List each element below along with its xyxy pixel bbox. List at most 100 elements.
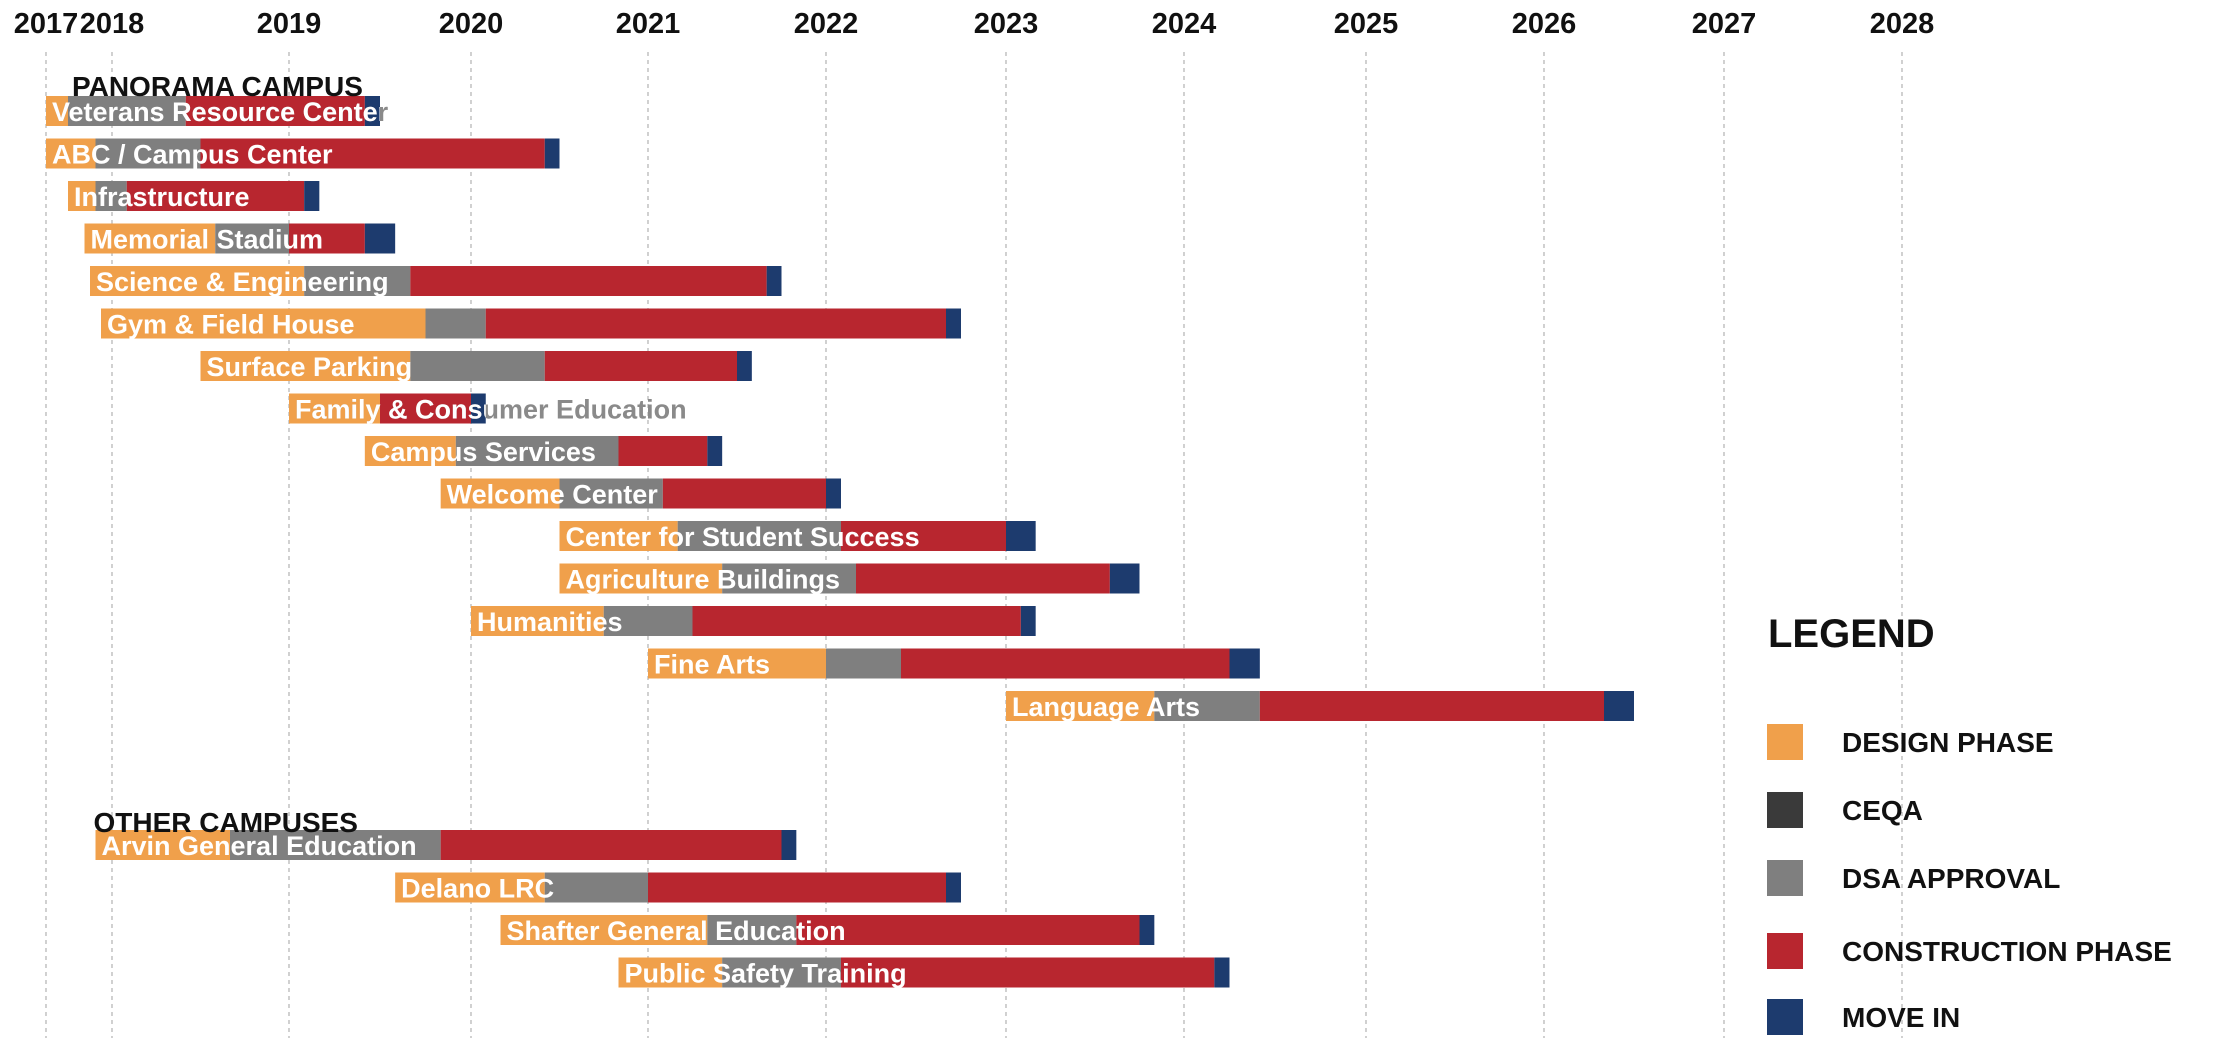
group-label: PANORAMA CAMPUS	[72, 71, 363, 102]
construction-segment	[185, 96, 365, 126]
project-bar: Agriculture Buildings	[559, 563, 1140, 595]
dsa-segment	[603, 606, 693, 636]
move-in-segment	[544, 138, 560, 169]
dsa-segment	[559, 478, 663, 509]
project-bar: Delano LRC	[395, 872, 961, 904]
project-label: Humanities	[477, 607, 623, 637]
design-segment	[500, 915, 708, 945]
project-label-overflow: Veterans Resource Center	[52, 97, 389, 127]
construction-segment	[1259, 691, 1604, 721]
dsa-segment	[68, 96, 186, 126]
move-in-segment	[1006, 521, 1036, 551]
year-tick-2025: 2025	[1334, 8, 1399, 40]
construction-segment	[796, 915, 1140, 945]
dsa-segment	[544, 872, 648, 903]
move-in-segment	[1139, 915, 1155, 945]
dsa-segment	[410, 351, 545, 381]
year-axis: 2017 2018 2019 2020 2021 2022 2023 2024 2025 2026…	[14, 8, 1935, 40]
legend-swatch-design	[1767, 724, 1803, 760]
dsa-segment	[455, 436, 619, 466]
project-label: Shafter General Education	[507, 916, 846, 946]
construction-segment	[289, 223, 365, 254]
design-segment	[440, 478, 560, 509]
year-tick-2022: 2022	[794, 8, 859, 40]
construction-segment	[618, 436, 708, 466]
year-tick-2019: 2019	[257, 8, 322, 40]
project-label: Campus Services	[371, 437, 596, 467]
construction-segment	[410, 266, 767, 296]
project-bar: Language Arts	[1006, 691, 1634, 722]
move-in-segment	[1229, 648, 1260, 679]
move-in-segment	[946, 308, 961, 339]
dsa-segment	[230, 830, 441, 860]
legend-swatch-construction	[1767, 933, 1803, 969]
project-bar: Center for Student Success	[559, 521, 1036, 552]
construction-segment	[901, 648, 1230, 679]
design-segment	[46, 96, 68, 126]
legend-label-ceqa: CEQA	[1842, 795, 1923, 826]
legend-swatch-move-in	[1767, 999, 1803, 1035]
move-in-segment	[471, 393, 486, 424]
design-segment	[395, 872, 545, 903]
group-labels: PANORAMA CAMPUS OTHER CAMPUSES	[72, 71, 363, 838]
design-segment	[559, 521, 678, 551]
design-segment	[618, 957, 723, 988]
project-bar: Welcome Center	[440, 478, 841, 510]
design-segment	[471, 606, 604, 636]
move-in-segment	[1604, 691, 1634, 721]
year-tick-2027: 2027	[1692, 8, 1757, 40]
move-in-segment	[737, 351, 752, 381]
year-tick-2020: 2020	[439, 8, 504, 40]
construction-segment	[200, 138, 545, 169]
project-label: Fine Arts	[654, 650, 770, 680]
year-tick-2028: 2028	[1870, 8, 1935, 40]
construction-segment	[648, 872, 946, 903]
construction-segment	[485, 308, 946, 339]
project-bar: Memorial Stadium	[84, 223, 396, 255]
design-segment	[68, 181, 96, 211]
design-segment	[200, 351, 411, 381]
dsa-segment	[826, 648, 901, 679]
design-segment	[1006, 691, 1155, 721]
design-segment	[364, 436, 456, 466]
year-tick-2024: 2024	[1152, 8, 1217, 40]
project-label: Public Safety Training	[625, 959, 907, 989]
project-label: Agriculture Buildings	[566, 565, 841, 595]
move-in-segment	[364, 223, 396, 254]
project-bar: Science & Engineering	[90, 266, 782, 297]
dsa-segment	[707, 915, 797, 945]
construction-segment	[544, 351, 737, 381]
dsa-segment	[95, 138, 201, 169]
project-label: Infrastructure	[74, 182, 250, 212]
dsa-segment	[677, 521, 841, 551]
project-label: Memorial Stadium	[91, 225, 324, 255]
project-label: Arvin General Education	[102, 831, 417, 861]
project-label: Language Arts	[1012, 692, 1200, 722]
year-tick-2018: 2018	[80, 8, 145, 40]
design-segment	[46, 138, 96, 169]
project-bar: Shafter General Education	[500, 915, 1155, 946]
construction-segment	[380, 393, 471, 424]
project-bar: Campus Services	[364, 436, 723, 467]
dsa-segment	[722, 563, 856, 594]
move-in-segment	[826, 478, 841, 509]
dsa-segment	[1154, 691, 1260, 721]
move-in-segment	[304, 181, 320, 211]
legend-label-design: DESIGN PHASE	[1842, 727, 2054, 758]
project-bar: Humanities	[471, 606, 1036, 637]
year-tick-2023: 2023	[974, 8, 1039, 40]
project-bar: Gym & Field House	[101, 308, 961, 340]
project-label: Science & Engineering	[96, 267, 389, 297]
legend-swatch-ceqa	[1767, 792, 1803, 828]
move-in-segment	[1020, 606, 1036, 636]
move-in-segment	[707, 436, 723, 466]
construction-segment	[841, 521, 1006, 551]
project-label: Welcome Center	[447, 480, 659, 510]
group-label: OTHER CAMPUSES	[94, 807, 358, 838]
project-bar: Public Safety Training	[618, 957, 1230, 989]
move-in-segment	[781, 830, 797, 860]
construction-segment	[692, 606, 1021, 636]
